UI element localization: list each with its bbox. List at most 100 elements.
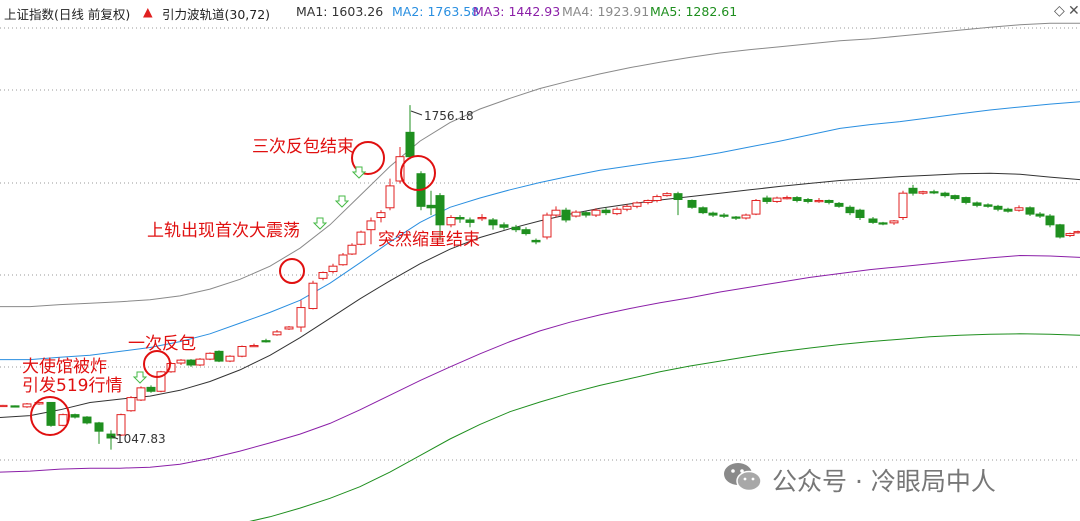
candle bbox=[551, 206, 561, 218]
candle bbox=[762, 195, 772, 204]
diamond-icon[interactable]: ◇ bbox=[1054, 3, 1065, 19]
candle-body bbox=[708, 212, 718, 216]
candle-body bbox=[868, 218, 878, 223]
candle bbox=[156, 370, 166, 393]
candle-body bbox=[751, 199, 761, 215]
candle bbox=[983, 203, 993, 208]
candle bbox=[1073, 230, 1080, 234]
ma1-value: MA1: 1603.26 bbox=[296, 4, 384, 19]
candle-body bbox=[46, 401, 56, 426]
annotation-text-0: 大使馆被炸 bbox=[22, 356, 107, 377]
candle-body bbox=[972, 202, 982, 206]
candle bbox=[249, 343, 259, 348]
candle-body bbox=[632, 202, 642, 207]
candle-body bbox=[488, 219, 498, 226]
candle bbox=[376, 210, 386, 223]
candle-body bbox=[561, 209, 571, 221]
down-arrow-icon-0 bbox=[132, 371, 148, 384]
ma5-value: MA5: 1282.61 bbox=[650, 4, 738, 19]
candle-body bbox=[136, 387, 146, 401]
chart-markers bbox=[30, 110, 436, 440]
candle bbox=[82, 416, 92, 425]
candle-body bbox=[855, 209, 865, 219]
candle-body bbox=[1025, 207, 1035, 215]
indicator-name[interactable]: 引力波轨道(30,72) bbox=[162, 7, 271, 22]
candle bbox=[318, 271, 328, 281]
candle bbox=[195, 358, 205, 366]
candle bbox=[405, 105, 415, 160]
candle-body bbox=[435, 195, 445, 226]
candle bbox=[782, 195, 792, 200]
candle-body bbox=[950, 195, 960, 200]
candle bbox=[792, 196, 802, 203]
candle-body bbox=[0, 404, 8, 408]
close-icon[interactable]: ✕ bbox=[1068, 3, 1080, 19]
candle bbox=[308, 280, 318, 310]
candle-body bbox=[225, 355, 235, 362]
candle-body bbox=[940, 192, 950, 197]
candle bbox=[855, 208, 865, 220]
candle-body bbox=[898, 192, 908, 219]
candle bbox=[643, 199, 653, 205]
candle-body bbox=[929, 191, 939, 194]
candle-body bbox=[531, 239, 541, 243]
candle-body bbox=[376, 212, 386, 219]
candle-body bbox=[366, 220, 376, 231]
candle-body bbox=[249, 345, 259, 348]
candle-body bbox=[1065, 233, 1075, 237]
candle-body bbox=[176, 359, 186, 364]
candle-body bbox=[571, 211, 581, 217]
candle bbox=[1014, 205, 1024, 212]
candle bbox=[455, 215, 465, 223]
candle bbox=[1025, 206, 1035, 217]
up-arrow-icon[interactable]: ▲ bbox=[143, 4, 153, 19]
candle bbox=[261, 338, 271, 343]
candle bbox=[751, 199, 761, 216]
candle-body bbox=[845, 206, 855, 214]
candle bbox=[347, 243, 357, 255]
candle bbox=[426, 190, 436, 216]
candle-body bbox=[395, 156, 405, 182]
candle bbox=[166, 362, 176, 373]
candle-body bbox=[511, 226, 521, 231]
ma2-value: MA2: 1763.58 bbox=[392, 4, 480, 19]
candle bbox=[632, 201, 642, 209]
candle bbox=[58, 413, 68, 427]
series-line-ma4 bbox=[0, 22, 1080, 308]
candle-body bbox=[338, 254, 348, 266]
candle-body bbox=[166, 363, 176, 373]
candle bbox=[328, 263, 338, 274]
candle bbox=[338, 253, 348, 266]
candle-body bbox=[792, 197, 802, 201]
candle-body bbox=[146, 386, 156, 392]
candle bbox=[731, 216, 741, 220]
candle-body bbox=[719, 214, 729, 217]
ma3-value: MA3: 1442.93 bbox=[473, 4, 561, 19]
candle bbox=[561, 207, 571, 223]
candle bbox=[126, 396, 136, 412]
down-arrow-icon-1 bbox=[312, 217, 328, 230]
candle-body bbox=[643, 199, 653, 203]
candle bbox=[488, 218, 498, 230]
index-title[interactable]: 上证指数(日线 前复权) bbox=[4, 7, 131, 22]
candle bbox=[918, 190, 928, 195]
candle bbox=[1045, 214, 1055, 228]
annotation-text-2: 一次反包 bbox=[128, 334, 196, 354]
candle bbox=[214, 350, 224, 363]
candle-body bbox=[803, 199, 813, 202]
candle-body bbox=[993, 205, 1003, 210]
candle-body bbox=[731, 216, 741, 219]
candle bbox=[591, 208, 601, 218]
candle bbox=[940, 191, 950, 198]
candle bbox=[225, 355, 235, 363]
candle bbox=[698, 206, 708, 215]
candle bbox=[446, 215, 456, 228]
candle-body bbox=[698, 207, 708, 214]
candle-body bbox=[673, 193, 683, 201]
candle bbox=[1055, 223, 1065, 239]
candle-body bbox=[1014, 207, 1024, 211]
candle bbox=[46, 401, 56, 427]
candle-body bbox=[455, 217, 465, 220]
candle bbox=[10, 405, 20, 408]
